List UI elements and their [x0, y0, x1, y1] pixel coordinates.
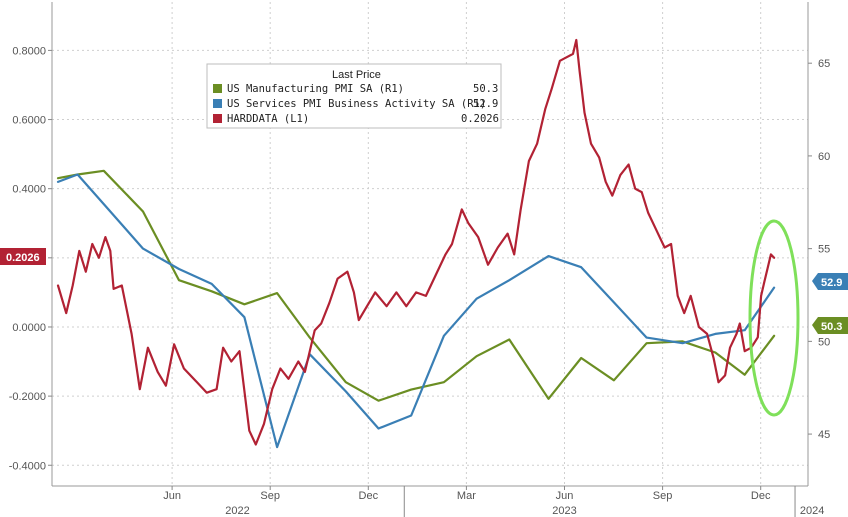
left-tick-label: -0.4000 [9, 460, 46, 472]
x-month-label: Dec [359, 490, 379, 502]
badge-manufacturing-bg [812, 317, 848, 334]
x-month-label: Sep [653, 490, 673, 502]
x-month-label: Dec [751, 490, 771, 502]
legend-value-manufacturing: 50.3 [473, 83, 498, 95]
badge-services-bg [812, 273, 848, 290]
badge-harddata-text: 0.2026 [6, 252, 40, 264]
x-month-label: Mar [457, 490, 476, 502]
x-year-label: 2024 [800, 505, 824, 517]
x-month-label: Jun [556, 490, 574, 502]
legend-swatch-services [213, 99, 222, 108]
left-tick-label: 0.4000 [12, 184, 46, 196]
legend-label-services: US Services PMI Business Activity SA (R1… [227, 98, 486, 110]
x-month-label: Sep [260, 490, 280, 502]
right-axis: 65 60 55 50 45 [808, 58, 830, 441]
x-year-label: 2022 [225, 505, 249, 517]
left-tick-label: 0.0000 [12, 322, 46, 334]
legend-value-harddata: 0.2026 [461, 113, 499, 125]
badge-harddata-bg [0, 248, 46, 265]
legend-label-harddata: HARDDATA (L1) [227, 113, 309, 125]
x-month-label: Jun [163, 490, 181, 502]
left-tick-label: -0.2000 [9, 391, 46, 403]
left-tick-label: 0.6000 [12, 115, 46, 127]
legend-swatch-harddata [213, 114, 222, 123]
badge-services-text: 52.9 [821, 277, 842, 289]
right-tick-label: 60 [818, 151, 830, 163]
legend: Last Price US Manufacturing PMI SA (R1) … [206, 63, 502, 129]
x-year-label: 2023 [552, 505, 576, 517]
badge-manufacturing-text: 50.3 [821, 321, 842, 333]
series-line-us-manufacturing-pmi-sa [56, 169, 776, 402]
legend-value-services: 52.9 [473, 98, 498, 110]
left-tick-label: 0.8000 [12, 45, 46, 57]
right-tick-label: 55 [818, 244, 830, 256]
badge-harddata: 0.2026 [0, 248, 46, 265]
x-axis: Jun Sep Dec Mar Jun Sep Dec 2022 2023 2024 [163, 486, 824, 517]
badge-services: 52.9 [812, 273, 848, 290]
right-tick-label: 50 [818, 336, 830, 348]
right-tick-label: 65 [818, 58, 830, 70]
legend-label-manufacturing: US Manufacturing PMI SA (R1) [227, 83, 404, 95]
series-layer [56, 38, 776, 449]
badge-manufacturing: 50.3 [812, 317, 848, 334]
legend-box [206, 63, 502, 129]
series-line-harddata [56, 38, 776, 446]
highlight-ellipse [748, 219, 800, 417]
axis-frame [51, 2, 809, 487]
legend-swatch-manufacturing [213, 84, 222, 93]
legend-header: Last Price [332, 69, 381, 81]
right-tick-label: 45 [818, 429, 830, 441]
series-line-us-services-pmi-business-activity-sa [56, 173, 776, 449]
